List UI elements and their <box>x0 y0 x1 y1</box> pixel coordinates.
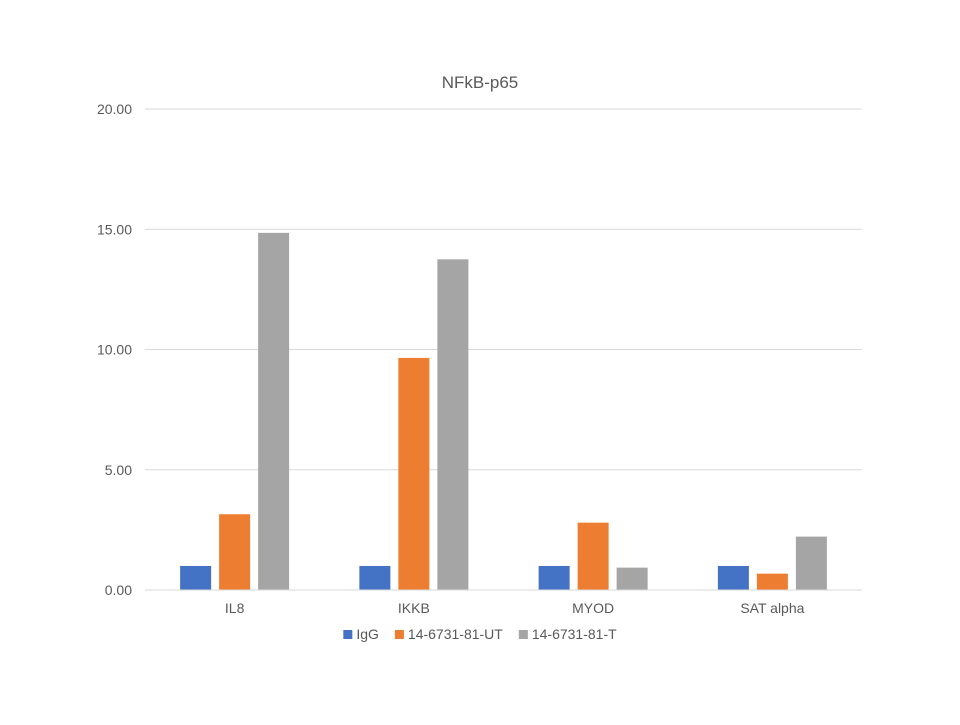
legend-label: 14-6731-81-T <box>532 626 617 642</box>
bar-igg-il8 <box>180 565 212 590</box>
legend-label: 14-6731-81-UT <box>408 626 503 642</box>
bar-14-6731-81-ut-myod <box>577 522 609 590</box>
y-tick-label: 0.00 <box>105 582 132 598</box>
legend-swatch <box>394 630 404 639</box>
y-tick-label: 5.00 <box>105 462 132 478</box>
gridlines <box>145 108 862 471</box>
y-tick-label: 15.00 <box>97 221 132 237</box>
bar-14-6731-81-t-sat-alpha <box>795 536 827 590</box>
x-category-label: MYOD <box>572 600 614 616</box>
bar-igg-myod <box>538 565 570 590</box>
x-axis: IL8 IKKB MYOD SAT alpha <box>145 589 862 616</box>
x-category-label: SAT alpha <box>740 600 804 616</box>
legend-item: 14-6731-81-UT <box>394 626 503 642</box>
bars <box>180 232 827 591</box>
bar-14-6731-81-ut-il8 <box>219 514 251 590</box>
legend-label: IgG <box>356 626 379 642</box>
y-tick-label: 20.00 <box>97 101 132 117</box>
x-category-label: IKKB <box>398 600 430 616</box>
legend: IgG 14-6731-81-UT 14-6731-81-T <box>343 626 617 642</box>
bar-igg-ikkb <box>359 565 391 590</box>
bar-14-6731-81-ut-sat-alpha <box>756 573 788 590</box>
chart-title: NFkB-p65 <box>442 73 519 92</box>
y-axis-tick-labels: 0.00 5.00 10.00 15.00 20.00 <box>97 101 132 598</box>
y-tick-label: 10.00 <box>97 342 132 358</box>
legend-swatch <box>343 630 353 639</box>
legend-swatch <box>518 630 528 639</box>
bar-14-6731-81-t-il8 <box>258 232 290 591</box>
x-category-label: IL8 <box>225 600 245 616</box>
bar-14-6731-81-t-ikkb <box>437 259 469 590</box>
bar-14-6731-81-ut-ikkb <box>398 357 430 590</box>
legend-item: 14-6731-81-T <box>518 626 617 642</box>
bar-14-6731-81-t-myod <box>616 567 648 590</box>
bar-igg-sat-alpha <box>717 565 749 590</box>
legend-item: IgG <box>343 626 379 642</box>
